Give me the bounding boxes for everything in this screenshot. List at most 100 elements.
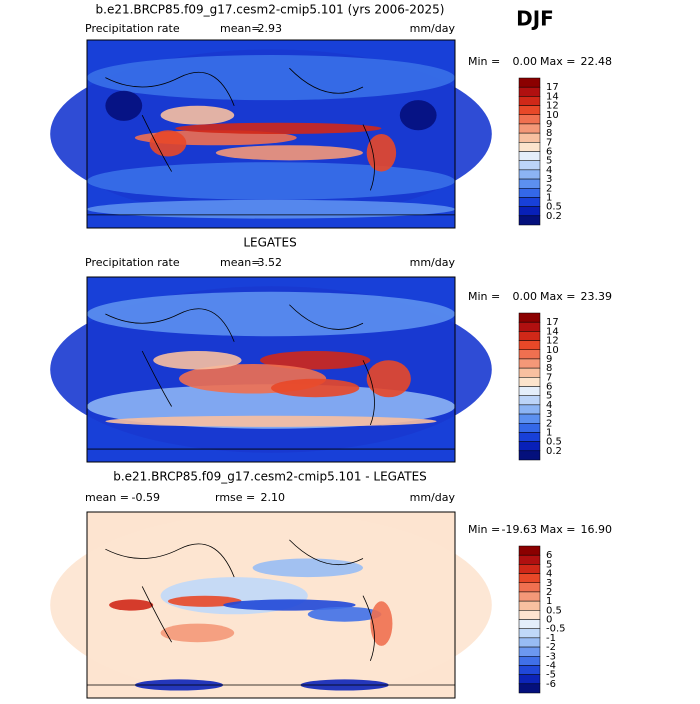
map-field [105, 415, 437, 427]
colorbar-box [518, 169, 541, 180]
colorbar-box [518, 114, 541, 125]
map-field [153, 351, 242, 370]
colorbar-box [518, 321, 541, 332]
max-label: Max = [540, 523, 575, 536]
colorbar-box [518, 656, 541, 666]
colorbar-label: 9 [546, 119, 552, 130]
colorbar-box [518, 123, 541, 134]
map-field [271, 378, 360, 398]
colorbar-label: 3 [546, 409, 552, 420]
map-field [366, 360, 411, 398]
colorbar-label: 17 [546, 82, 559, 93]
season-title: DJF [516, 7, 554, 31]
colorbar-box [518, 197, 541, 207]
colorbar-label: 0.2 [546, 446, 562, 457]
map-field [399, 100, 437, 131]
map-field [87, 55, 455, 101]
colorbar-box [518, 683, 541, 694]
colorbar-box [518, 554, 541, 565]
max-value: 22.48 [581, 55, 613, 68]
units: mm/day [410, 256, 456, 269]
colorbar-box [518, 573, 541, 583]
colorbar-label: 2 [546, 183, 552, 194]
colorbar-label: -2 [546, 642, 556, 653]
colorbar-box [518, 432, 541, 442]
map-field [109, 599, 154, 611]
min-label: Min = [468, 290, 500, 303]
map [50, 39, 492, 229]
colorbar-box [518, 628, 541, 639]
map-field [87, 162, 455, 200]
colorbar-box [518, 142, 541, 152]
colorbar-label: 5 [546, 559, 552, 570]
colorbar-label: 8 [546, 363, 552, 374]
map-field [87, 199, 455, 219]
map-field [87, 291, 455, 337]
colorbar-box [518, 665, 541, 675]
map-field [252, 558, 363, 578]
colorbar-label: 6 [546, 147, 552, 158]
colorbar-box [518, 160, 541, 171]
colorbar-label: 7 [546, 372, 552, 383]
panel-title: b.e21.BRCP85.f09_g17.cesm2-cmip5.101 - L… [113, 470, 427, 484]
colorbar-label: -1 [546, 633, 556, 644]
colorbar-box [518, 386, 541, 396]
colorbar-box [518, 86, 541, 97]
colorbar-label: -5 [546, 670, 556, 681]
colorbar-box [518, 215, 541, 226]
colorbar-label: 14 [546, 326, 559, 337]
map-field [366, 134, 397, 172]
colorbar-box [518, 404, 541, 415]
colorbar-box [518, 423, 541, 433]
colorbar-label: 0.5 [546, 605, 562, 616]
colorbar-box [518, 151, 541, 161]
colorbar-label: 3 [546, 578, 552, 589]
mean-value: -0.59 [132, 491, 160, 504]
colorbar-label: 0.5 [546, 437, 562, 448]
colorbar-label: 3 [546, 174, 552, 185]
colorbar-box [518, 610, 541, 620]
colorbar-label: 4 [546, 569, 552, 580]
mid-value: 2.93 [258, 22, 283, 35]
colorbar-label: -0.5 [546, 624, 566, 635]
coastline [87, 67, 455, 216]
colorbar-box [518, 413, 541, 424]
min-value: 0.00 [513, 55, 538, 68]
colorbar-box [518, 340, 541, 350]
colorbar-box [518, 96, 541, 106]
panel-title: LEGATES [243, 236, 296, 250]
colorbar-box [518, 582, 541, 593]
map-field [167, 595, 242, 607]
colorbar-label: 5 [546, 156, 552, 167]
max-value: 16.90 [581, 523, 613, 536]
max-value: 23.39 [581, 290, 613, 303]
map-field [215, 145, 363, 161]
colorbar-box [518, 188, 541, 198]
map-field [149, 130, 187, 157]
colorbar-label: 12 [546, 336, 559, 347]
colorbar-box [518, 105, 541, 115]
colorbar-box [518, 395, 541, 406]
map-field [105, 90, 143, 121]
colorbar-label: 5 [546, 391, 552, 402]
mid-label: mean= [220, 22, 260, 35]
colorbar-box [518, 450, 541, 461]
coastline [87, 539, 455, 686]
colorbar-label: 6 [546, 550, 552, 561]
colorbar-box [518, 646, 541, 657]
map-frame [86, 276, 456, 463]
map-field [175, 122, 382, 134]
colorbar-label: -3 [546, 651, 556, 662]
colorbar-box [518, 600, 541, 611]
colorbar-box [518, 674, 541, 685]
map-frame [86, 511, 456, 699]
min-label: Min = [468, 523, 500, 536]
colorbar-label: 4 [546, 400, 552, 411]
colorbar-box [518, 358, 541, 369]
map [50, 276, 492, 463]
colorbar-label: 1 [546, 596, 552, 607]
colorbar-box [518, 619, 541, 629]
colorbar-label: 12 [546, 101, 559, 112]
colorbar-label: 1 [546, 192, 552, 203]
colorbar-label: 2 [546, 418, 552, 429]
